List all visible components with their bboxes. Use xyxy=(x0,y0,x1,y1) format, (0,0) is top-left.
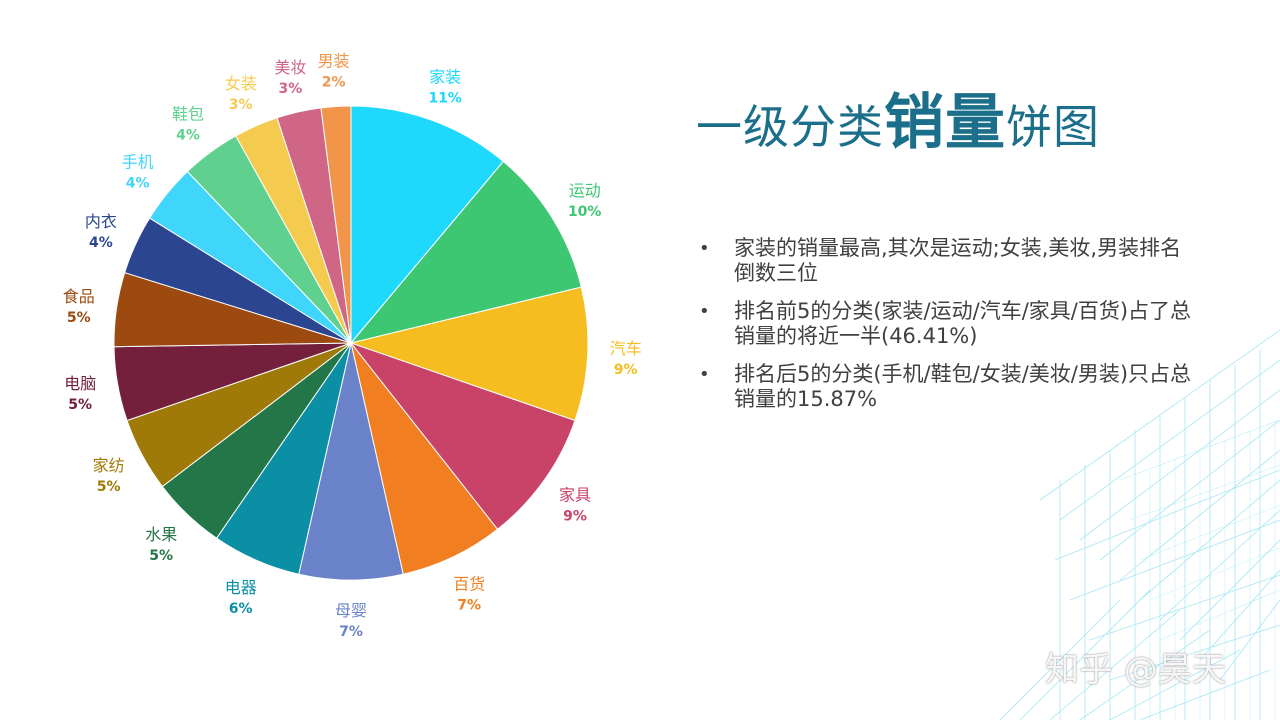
slice-percent-label: 7% xyxy=(457,597,481,613)
title-part-1: 一级分类 xyxy=(696,100,884,154)
pie-label-8: 水果 5% xyxy=(145,525,177,564)
slice-percent-label: 4% xyxy=(89,235,113,251)
slice-category-label: 男装 xyxy=(318,52,350,71)
pie-label-2: 运动 10% xyxy=(568,181,602,220)
slice-percent-label: 3% xyxy=(229,97,253,113)
slice-percent-label: 5% xyxy=(67,310,91,326)
slice-category-label: 家装 xyxy=(429,68,461,87)
pie-label-3: 汽车 9% xyxy=(610,339,642,378)
slice-percent-label: 3% xyxy=(279,81,303,97)
slice-category-label: 鞋包 xyxy=(172,105,204,124)
pie-label-5: 百货 7% xyxy=(453,574,485,613)
watermark: 知乎 @昊天 xyxy=(1045,650,1226,690)
pie-slice-5 xyxy=(350,342,499,575)
slice-percent-label: 5% xyxy=(68,397,92,413)
category-sales-pie-chart: 家装11%运动10%汽车9%家具9%百货7%母婴7%电器6%水果5%家纺5%电脑… xyxy=(63,52,642,640)
pie-slice-6 xyxy=(298,342,404,581)
slice-category-label: 家具 xyxy=(559,486,591,505)
slice-percent-label: 7% xyxy=(339,624,363,640)
slice-category-label: 运动 xyxy=(569,181,601,200)
slice-percent-label: 5% xyxy=(149,548,173,564)
pie-label-14: 鞋包 4% xyxy=(172,105,204,144)
pie-slice-3 xyxy=(349,286,589,422)
slice-percent-label: 4% xyxy=(126,176,150,192)
pie-label-13: 手机 4% xyxy=(122,153,154,192)
pie-label-1: 家装 11% xyxy=(428,68,462,107)
pie-label-15: 女装 3% xyxy=(225,74,257,113)
pie-label-16: 美妆 3% xyxy=(274,58,306,97)
pie-label-17: 男装 2% xyxy=(318,52,350,91)
slice-category-label: 汽车 xyxy=(610,339,642,358)
pie-slice-1 xyxy=(350,105,505,345)
slice-percent-label: 9% xyxy=(614,362,638,378)
pie-label-4: 家具 9% xyxy=(559,486,591,525)
slice-category-label: 电器 xyxy=(225,578,257,597)
slice-category-label: 女装 xyxy=(225,74,257,93)
title-part-2: 销量 xyxy=(884,88,1006,158)
slice-percent-label: 10% xyxy=(568,204,602,220)
slice-category-label: 美妆 xyxy=(274,58,306,77)
pie-label-12: 内衣 4% xyxy=(85,212,117,251)
slice-percent-label: 9% xyxy=(563,509,587,525)
insight-item-2: 排名前5的分类(家装/运动/汽车/家具/百货)占了总销量的将近一半(46.41%… xyxy=(696,299,1196,349)
slice-category-label: 母婴 xyxy=(335,601,367,620)
slice-category-label: 家纺 xyxy=(93,456,125,475)
pie-slice-17 xyxy=(320,105,352,344)
slice-category-label: 内衣 xyxy=(85,212,117,231)
slice-percent-label: 4% xyxy=(176,128,200,144)
slice-percent-label: 5% xyxy=(97,479,121,495)
insight-item-1: 家装的销量最高,其次是运动;女装,美妆,男装排名倒数三位 xyxy=(696,236,1196,286)
slice-percent-label: 11% xyxy=(428,91,462,107)
slice-category-label: 食品 xyxy=(63,287,95,306)
pie-label-11: 食品 5% xyxy=(63,287,95,326)
slice-category-label: 手机 xyxy=(122,153,154,172)
slice-percent-label: 2% xyxy=(322,75,346,91)
slice-percent-label: 6% xyxy=(229,601,253,617)
slice-category-label: 电脑 xyxy=(64,374,96,393)
pie-label-6: 母婴 7% xyxy=(335,601,367,640)
pie-label-10: 电脑 5% xyxy=(64,374,96,413)
page-title: 一级分类销量饼图 xyxy=(696,74,1100,161)
pie-label-9: 家纺 5% xyxy=(93,456,125,495)
pie-slice-2 xyxy=(349,160,582,344)
title-part-3: 饼图 xyxy=(1006,100,1100,154)
pie-slice-4 xyxy=(349,341,576,530)
slice-category-label: 百货 xyxy=(453,574,485,593)
pie-label-7: 电器 6% xyxy=(225,578,257,617)
slice-category-label: 水果 xyxy=(145,525,177,544)
insight-list: 家装的销量最高,其次是运动;女装,美妆,男装排名倒数三位 排名前5的分类(家装/… xyxy=(696,236,1196,425)
insight-item-3: 排名后5的分类(手机/鞋包/女装/美妆/男装)只占总销量的15.87% xyxy=(696,362,1196,412)
